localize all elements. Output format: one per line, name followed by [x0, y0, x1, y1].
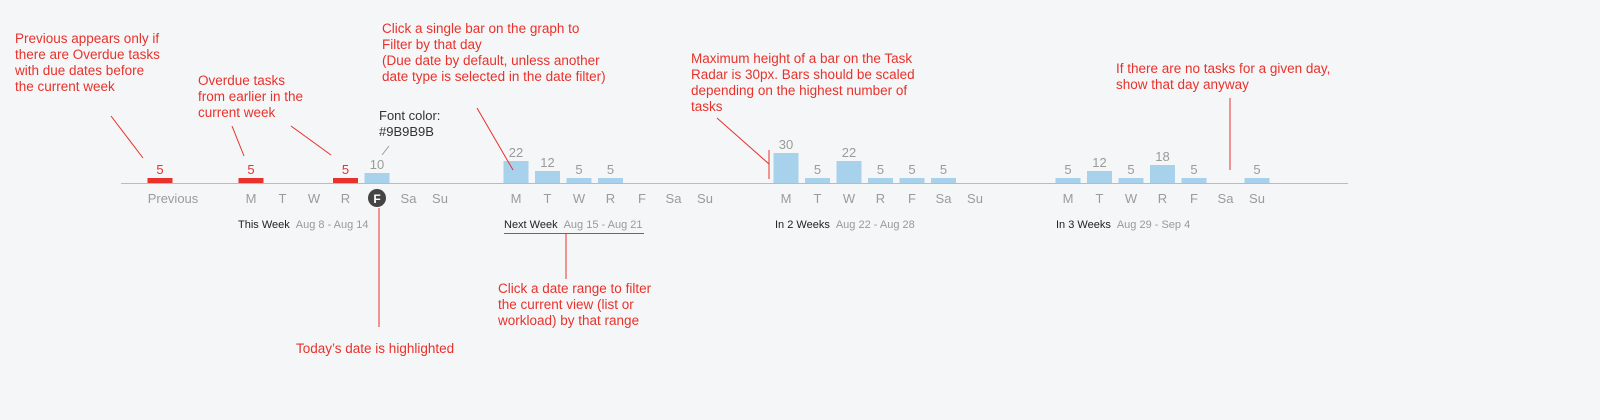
bar-day-4-r-count: 18 [1155, 149, 1169, 164]
day-label-day-3-sa: Sa [936, 191, 953, 206]
bar-day-3-r-count: 5 [877, 162, 884, 177]
note-date-range: Click a date range to filter the current… [498, 281, 652, 328]
bar-day-3-sa[interactable] [931, 178, 956, 183]
day-label-day-4-f: F [1190, 191, 1198, 206]
bar-day-2-m[interactable] [503, 161, 529, 183]
bar-day-1-r[interactable] [333, 178, 358, 183]
day-label-day-2-r: R [606, 191, 615, 206]
range-label: Next Week [504, 219, 558, 231]
day-label-day-4-m: M [1063, 191, 1074, 206]
previous-label: Previous [148, 191, 199, 206]
bar-day-1-f-count: 10 [370, 157, 384, 172]
range-in-2-weeks[interactable]: In 2 Weeks Aug 22 - Aug 28 [775, 219, 915, 231]
today-marker-label: F [373, 192, 380, 206]
pointer-max-height-1 [716, 117, 770, 165]
day-label-day-1-m: M [246, 191, 257, 206]
bar-day-2-w-count: 5 [575, 162, 582, 177]
bar-day-3-m[interactable] [773, 153, 799, 183]
bar-day-1-m-count: 5 [247, 162, 254, 177]
range-next-week[interactable]: Next Week Aug 15 - Aug 21 [504, 219, 643, 231]
day-label-day-3-m: M [781, 191, 792, 206]
day-label-day-1-w: W [308, 191, 321, 206]
bar-day-4-su-count: 5 [1253, 162, 1260, 177]
bar-day-4-m-count: 5 [1064, 162, 1071, 177]
note-font-color: Font color: #9B9B9B [379, 108, 441, 139]
bar-day-3-t-count: 5 [814, 162, 821, 177]
note-previous: Previous appears only if there are Overd… [15, 31, 160, 94]
bar-day-4-m[interactable] [1055, 178, 1081, 183]
day-label-day-3-f: F [908, 191, 916, 206]
day-label-day-2-f: F [638, 191, 646, 206]
bar-day-4-r[interactable] [1150, 165, 1175, 183]
day-label-day-4-sa: Sa [1218, 191, 1235, 206]
bar-day-2-r[interactable] [598, 178, 623, 183]
today-marker[interactable] [368, 189, 386, 207]
day-label-day-3-su: Su [967, 191, 983, 206]
note-max-height: Maximum height of a bar on the Task Rada… [691, 51, 915, 114]
day-label-day-1-t: T [279, 191, 287, 206]
bar-day-4-f-count: 5 [1190, 162, 1197, 177]
day-label-day-2-sa: Sa [666, 191, 683, 206]
bar-day-4-su[interactable] [1244, 178, 1270, 183]
bar-day-4-f[interactable] [1181, 178, 1207, 183]
bar-day-1-m[interactable] [238, 178, 264, 183]
bar-day-3-r[interactable] [868, 178, 893, 183]
bar-day-2-w[interactable] [566, 178, 592, 183]
note-overdue: Overdue tasks from earlier in the curren… [198, 73, 304, 120]
bar-day-3-w-count: 22 [842, 145, 856, 160]
range-dates: Aug 29 - Sep 4 [1116, 219, 1191, 231]
bar-day-4-w[interactable] [1118, 178, 1144, 183]
pointer-click-bar [476, 107, 514, 171]
pointer-overdue-2 [290, 125, 332, 156]
bar-day-2-m-count: 22 [509, 145, 523, 160]
bar-day-3-sa-count: 5 [940, 162, 947, 177]
bar-day-4-t[interactable] [1087, 171, 1112, 183]
bar-day-3-f-count: 5 [908, 162, 915, 177]
day-label-day-4-w: W [1125, 191, 1138, 206]
day-label-day-4-su: Su [1249, 191, 1265, 206]
bar-day-3-m-count: 30 [779, 137, 793, 152]
bar-previous[interactable] [147, 178, 173, 183]
day-label-day-3-w: W [843, 191, 856, 206]
bar-previous-count: 5 [156, 162, 163, 177]
bar-day-3-f[interactable] [899, 178, 925, 183]
range-label: In 2 Weeks [775, 219, 830, 231]
bar-day-4-t-count: 12 [1092, 155, 1106, 170]
range-dates: Aug 15 - Aug 21 [563, 219, 643, 231]
range-dates: Aug 22 - Aug 28 [835, 219, 915, 231]
day-label-day-1-su: Su [432, 191, 448, 206]
pointer-overdue-1 [231, 125, 245, 157]
bar-day-4-w-count: 5 [1127, 162, 1134, 177]
day-label-day-2-m: M [511, 191, 522, 206]
note-no-tasks: If there are no tasks for a given day, s… [1116, 61, 1331, 92]
note-today: Today’s date is highlighted [296, 341, 455, 356]
bar-day-1-f[interactable] [364, 173, 390, 183]
bar-day-3-w[interactable] [836, 161, 862, 183]
day-label-day-3-r: R [876, 191, 885, 206]
pointer-previous [110, 115, 144, 159]
bar-day-2-t-count: 12 [540, 155, 554, 170]
bar-day-2-t[interactable] [535, 171, 560, 183]
day-label-day-4-r: R [1158, 191, 1167, 206]
day-label-day-3-t: T [814, 191, 822, 206]
note-click-bar: Click a single bar on the graph to Filte… [382, 21, 606, 84]
day-label-day-2-su: Su [697, 191, 713, 206]
day-label-day-1-sa: Sa [401, 191, 418, 206]
range-this-week[interactable]: This Week Aug 8 - Aug 14 [238, 219, 369, 231]
day-label-day-2-w: W [573, 191, 586, 206]
bar-day-3-t[interactable] [805, 178, 830, 183]
day-label-day-2-t: T [544, 191, 552, 206]
range-label: In 3 Weeks [1056, 219, 1111, 231]
range-in-3-weeks[interactable]: In 3 Weeks Aug 29 - Sep 4 [1056, 219, 1190, 231]
day-label-day-4-t: T [1096, 191, 1104, 206]
day-label-day-1-r: R [341, 191, 350, 206]
bar-day-2-r-count: 5 [607, 162, 614, 177]
bar-day-1-r-count: 5 [342, 162, 349, 177]
range-label: This Week [238, 219, 290, 231]
pointer-font-color [381, 145, 390, 156]
range-dates: Aug 8 - Aug 14 [295, 219, 369, 231]
